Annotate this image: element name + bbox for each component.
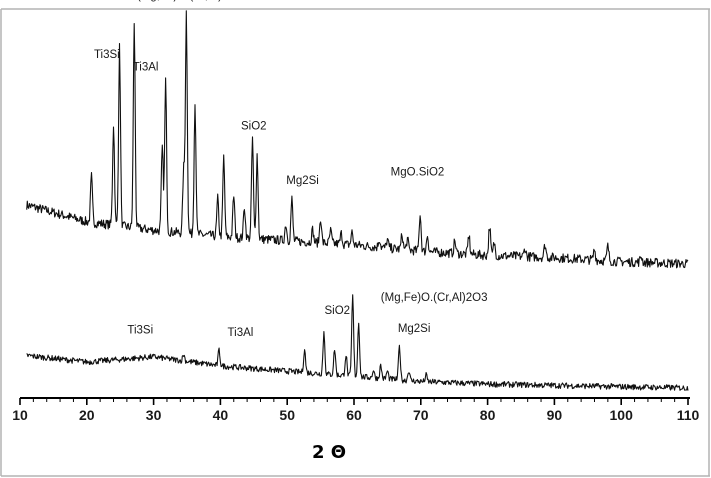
peak-label-2-3: SiO2 — [325, 305, 351, 317]
peak-label-1-6: MgO.SiO2 — [391, 167, 445, 179]
x-axis: 10 20 30 40 50 60 70 80 90 100 110 — [12, 397, 700, 423]
peak-label-2-2: Ti3Al — [228, 327, 254, 339]
x-tick-label-60: 60 — [346, 407, 362, 423]
peak-label-1-3: (Mg,Fe)O.(Cr,Al)2O3 — [137, 0, 244, 2]
x-axis-title: 2 Θ — [312, 442, 346, 463]
peak-labels: Ti3Si Ti3Al (Mg,Fe)O.(Cr,Al)2O3 SiO2 Mg2Si Mg… — [94, 0, 488, 339]
x-tick-label-40: 40 — [213, 407, 229, 423]
x-tick-label-100: 100 — [610, 407, 634, 423]
x-tick-label-80: 80 — [480, 407, 496, 423]
x-tick-label-20: 20 — [79, 407, 95, 423]
pattern-traces — [26, 10, 689, 391]
pattern-trace-1 — [26, 10, 689, 269]
peak-label-2-1: Ti3Si — [127, 324, 153, 336]
peak-label-2-5: Mg2Si — [398, 323, 431, 335]
x-tick-label-30: 30 — [146, 407, 162, 423]
x-tick-label-50: 50 — [279, 407, 295, 423]
pattern-trace-2 — [26, 294, 689, 391]
frame-lines — [0, 8, 710, 477]
x-tick-label-70: 70 — [413, 407, 429, 423]
peak-label-1-5: Mg2Si — [286, 175, 319, 187]
x-tick-label-110: 110 — [677, 407, 700, 423]
peak-label-2-4: (Mg,Fe)O.(Cr,Al)2O3 — [381, 292, 488, 304]
x-tick-label-90: 90 — [547, 407, 563, 423]
peak-label-1-4: SiO2 — [241, 120, 267, 132]
peak-label-1-2: Ti3Al — [133, 62, 159, 74]
x-tick-label-10: 10 — [12, 407, 28, 423]
peak-label-1-1: Ti3Si — [94, 49, 120, 61]
